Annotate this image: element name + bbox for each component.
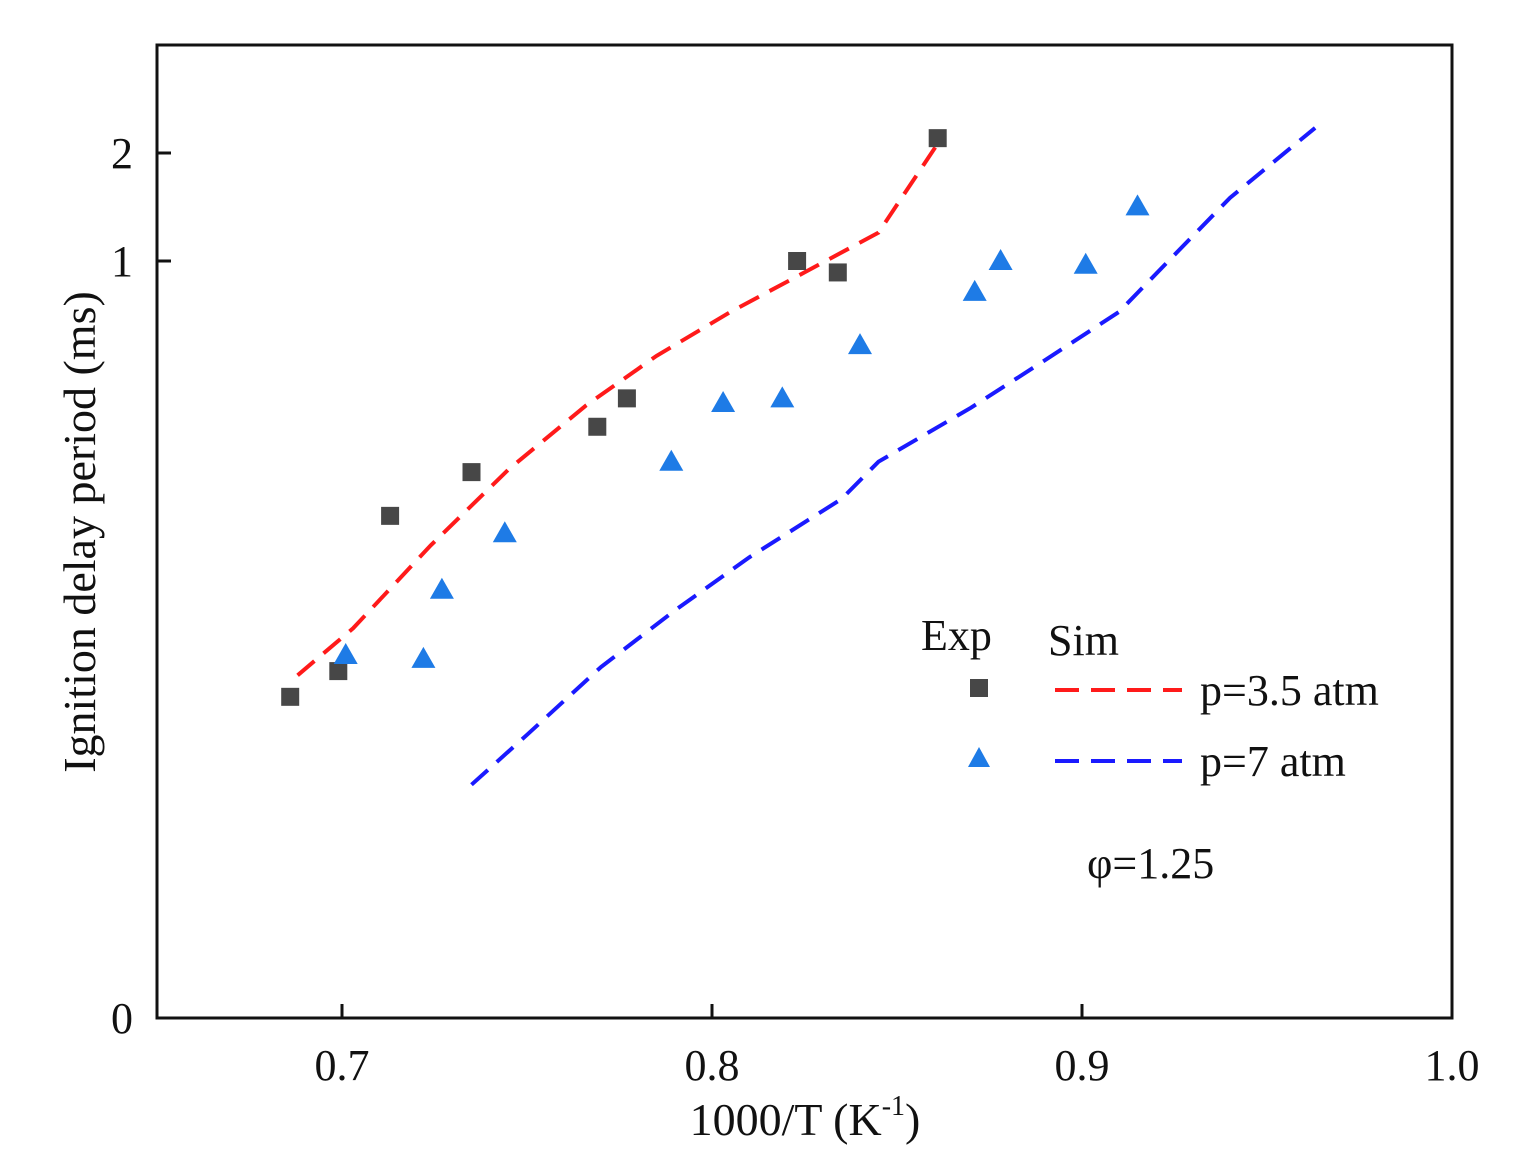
x-tick-label: 0.9 [1055, 1041, 1110, 1090]
exp-square-point [617, 389, 636, 408]
legend-square-marker [970, 679, 988, 697]
exp-triangle-point [848, 333, 872, 355]
y-tick-label: 1 [111, 237, 133, 286]
y-axis-label: Ignition delay period (ms) [54, 291, 105, 773]
exp-triangle-point [492, 521, 517, 543]
equivalence-ratio-annotation: φ=1.25 [1087, 839, 1214, 888]
exp-square-point [828, 263, 847, 282]
exp-triangle-point [659, 449, 684, 471]
experimental-markers [281, 129, 1150, 706]
exp-triangle-point [770, 386, 795, 408]
legend-triangle-marker [968, 747, 990, 767]
exp-triangle-point [429, 577, 454, 599]
exp-square-point [928, 129, 947, 148]
x-tick-label: 0.8 [685, 1041, 740, 1090]
legend-exp-header: Exp [921, 611, 992, 660]
x-axis-label: 1000/T (K-1) [690, 1091, 921, 1145]
legend-entry-label-1: p=3.5 atm [1200, 666, 1379, 715]
exp-square-point [281, 687, 300, 706]
y-tick-label: 0 [111, 994, 133, 1043]
exp-triangle-point [333, 642, 358, 664]
exp-triangle-point [962, 279, 987, 301]
exp-square-point [381, 506, 400, 525]
x-tick-label: 1.0 [1425, 1041, 1480, 1090]
y-axis-ticks: 0 1 2 [111, 129, 171, 1043]
exp-triangle-point [711, 391, 736, 413]
sim-line-2 [470, 126, 1317, 787]
exp-triangle-point [988, 249, 1013, 270]
exp-square-point [588, 417, 607, 436]
x-axis-ticks: 0.7 0.8 0.9 1.0 [315, 1004, 1480, 1090]
exp-square-point [329, 662, 348, 681]
y-tick-label: 2 [111, 129, 133, 178]
legend: Exp Sim p=3.5 atm p=7 atm φ=1.25 [921, 611, 1379, 888]
exp-square-point [788, 252, 807, 270]
exp-triangle-point [411, 646, 436, 668]
legend-entry-label-2: p=7 atm [1200, 737, 1346, 786]
x-tick-label: 0.7 [315, 1041, 370, 1090]
legend-sim-header: Sim [1048, 616, 1119, 665]
sim-line-1 [296, 136, 944, 677]
exp-triangle-point [1125, 194, 1150, 216]
simulation-lines [296, 126, 1317, 787]
exp-triangle-point [1073, 252, 1098, 274]
exp-square-point [462, 463, 481, 482]
plot-frame [155, 43, 1454, 1020]
